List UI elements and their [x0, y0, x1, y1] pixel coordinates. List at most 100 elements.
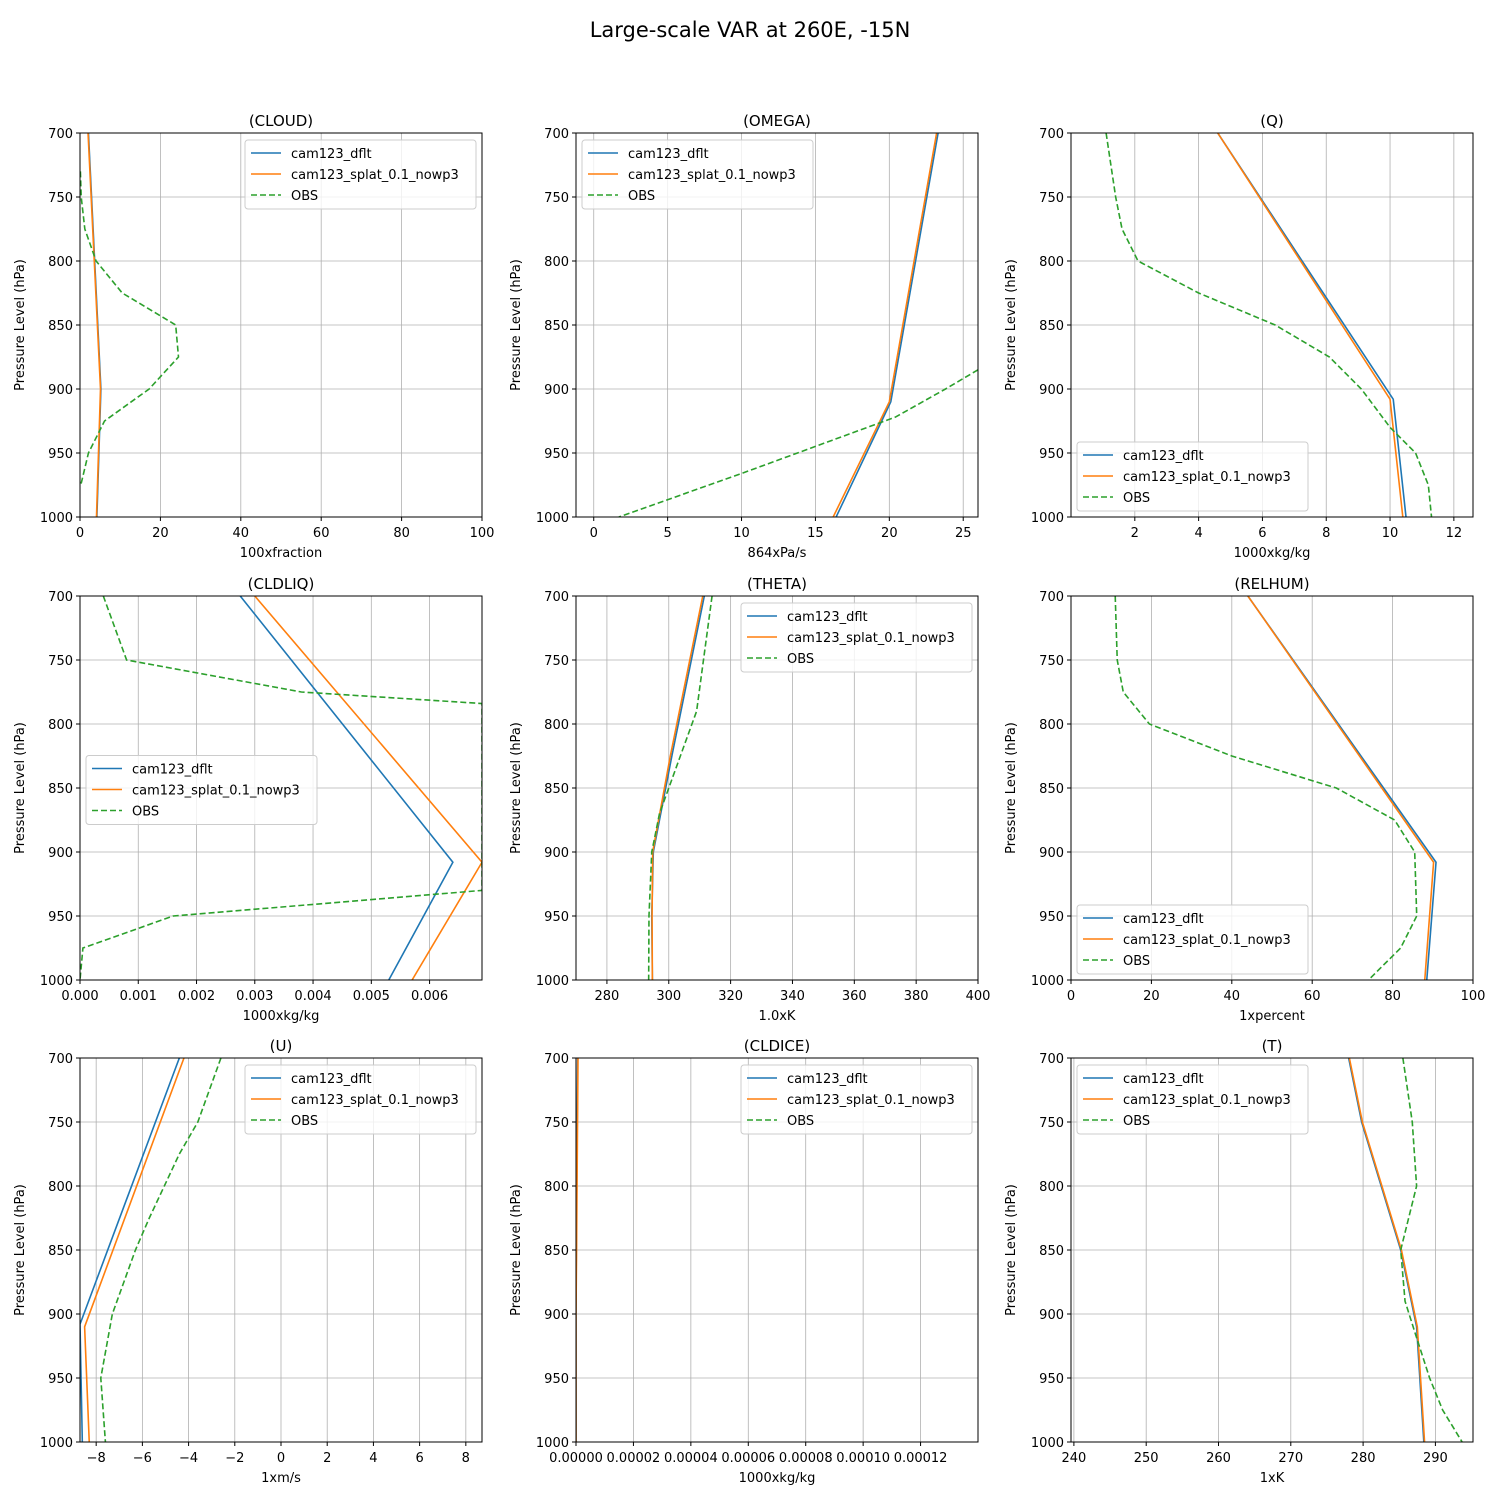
- panel-title: (U): [270, 1037, 293, 1055]
- x-tick-label: 0: [277, 1451, 285, 1466]
- y-tick-label: 750: [48, 1116, 73, 1131]
- panel-title: (CLOUD): [249, 112, 313, 130]
- series-line-OBS: [80, 171, 180, 486]
- panel-title: (CLDICE): [744, 1037, 810, 1055]
- x-tick-label: 400: [966, 989, 991, 1004]
- x-tick-label: 60: [313, 526, 330, 541]
- x-tick-label: 80: [1384, 989, 1401, 1004]
- x-tick-label: 280: [1351, 1451, 1376, 1466]
- x-tick-label: 6: [415, 1451, 423, 1466]
- legend: cam123_dflt cam123_splat_0.1_nowp3 OBS: [1076, 904, 1309, 975]
- legend-label: cam123_splat_0.1_nowp3: [291, 1093, 459, 1108]
- x-tick-label: 100: [1461, 989, 1486, 1004]
- y-tick-label: 1000: [536, 974, 569, 989]
- x-axis-label: 1.0xK: [759, 1009, 796, 1024]
- y-tick-label: 700: [1039, 590, 1064, 605]
- series-group: [80, 596, 482, 980]
- legend-label: OBS: [1123, 491, 1150, 506]
- x-tick-label: 8: [462, 1451, 470, 1466]
- y-tick-label: 750: [1039, 191, 1064, 206]
- panel-title: (THETA): [747, 575, 807, 593]
- y-tick-label: 950: [544, 447, 569, 462]
- series-line-cam123_dflt: [835, 133, 939, 517]
- y-tick-label: 950: [48, 910, 73, 925]
- y-tick-label: 750: [48, 191, 73, 206]
- x-tick-label: 320: [718, 989, 743, 1004]
- legend-label: cam123_splat_0.1_nowp3: [291, 168, 459, 183]
- legend-label: cam123_dflt: [787, 1072, 868, 1087]
- x-tick-label: 340: [780, 989, 805, 1004]
- series-line-cam123_splat_0.1_nowp3: [87, 133, 102, 517]
- legend-box: [1076, 904, 1309, 975]
- legend-box: [581, 139, 814, 210]
- y-tick-label: 850: [1039, 1244, 1064, 1259]
- y-tick-label: 700: [48, 127, 73, 142]
- x-tick-label: 2: [323, 1451, 331, 1466]
- y-tick-label: 900: [1039, 1308, 1064, 1323]
- y-tick-label: 900: [1039, 846, 1064, 861]
- series-line-OBS: [80, 596, 482, 980]
- legend-label: OBS: [787, 1114, 814, 1129]
- legend: cam123_dflt cam123_splat_0.1_nowp3 OBS: [581, 139, 814, 210]
- legend-label: cam123_splat_0.1_nowp3: [628, 168, 796, 183]
- series-line-cam123_splat_0.1_nowp3: [832, 133, 938, 517]
- legend-label: cam123_dflt: [1123, 912, 1204, 927]
- panel-relhum: 0 20 40 60 80 100 700 750 800 850 900 950 1000 (RELHU…: [1004, 575, 1485, 1024]
- series-line-OBS: [1114, 596, 1418, 980]
- x-tick-label: 12: [1446, 526, 1463, 541]
- series-group: [80, 1058, 222, 1442]
- y-tick-label: 900: [544, 383, 569, 398]
- series-line-OBS: [1399, 1058, 1463, 1442]
- y-tick-label: 800: [1039, 255, 1064, 270]
- series-line-cam123_splat_0.1_nowp3: [83, 1058, 185, 1442]
- y-tick-label: 800: [1039, 1180, 1064, 1195]
- legend-label: cam123_dflt: [787, 610, 868, 625]
- y-tick-label: 850: [48, 782, 73, 797]
- legend-label: cam123_dflt: [1123, 1072, 1204, 1087]
- y-tick-label: 1000: [40, 974, 73, 989]
- legend: cam123_dflt cam123_splat_0.1_nowp3 OBS: [244, 139, 477, 210]
- legend-label: OBS: [628, 189, 655, 204]
- legend: cam123_dflt cam123_splat_0.1_nowp3 OBS: [1076, 1064, 1309, 1135]
- legend: cam123_dflt cam123_splat_0.1_nowp3 OBS: [740, 1064, 973, 1135]
- x-tick-label: 380: [904, 989, 929, 1004]
- x-tick-label: 0.00000: [549, 1451, 603, 1466]
- x-tick-label: 8: [1322, 526, 1330, 541]
- y-tick-label: 1000: [40, 511, 73, 526]
- y-tick-label: 1000: [1031, 1436, 1064, 1451]
- x-tick-label: 260: [1206, 1451, 1231, 1466]
- x-tick-label: 240: [1061, 1451, 1086, 1466]
- y-tick-label: 850: [544, 319, 569, 334]
- x-tick-label: 0: [76, 526, 84, 541]
- x-tick-label: 0: [590, 526, 598, 541]
- y-tick-label: 700: [544, 590, 569, 605]
- legend-box: [1076, 1064, 1309, 1135]
- x-tick-label: 40: [1224, 989, 1241, 1004]
- y-axis-label: Pressure Level (hPa): [1004, 722, 1019, 854]
- series-line-cam123_splat_0.1_nowp3: [1247, 596, 1435, 980]
- y-tick-label: 900: [48, 383, 73, 398]
- x-tick-label: −4: [179, 1451, 198, 1466]
- x-tick-label: 0.00002: [607, 1451, 661, 1466]
- x-tick-label: 0.00004: [664, 1451, 718, 1466]
- x-tick-label: 0.005: [353, 989, 390, 1004]
- y-tick-label: 750: [48, 654, 73, 669]
- legend-label: cam123_dflt: [291, 1072, 372, 1087]
- y-tick-label: 750: [544, 1116, 569, 1131]
- x-axis-label: 100xfraction: [240, 546, 322, 561]
- y-tick-label: 750: [1039, 1116, 1064, 1131]
- x-tick-label: 250: [1134, 1451, 1159, 1466]
- series-line-cam123_splat_0.1_nowp3: [1217, 133, 1404, 517]
- panel-title: (CLDLIQ): [248, 575, 315, 593]
- x-axis-label: 1xm/s: [261, 1471, 301, 1486]
- legend: cam123_dflt cam123_splat_0.1_nowp3 OBS: [1076, 441, 1309, 512]
- x-axis-label: 1000xkg/kg: [1234, 546, 1311, 561]
- x-tick-label: 0.00012: [894, 1451, 948, 1466]
- x-tick-label: 0.00010: [836, 1451, 890, 1466]
- x-tick-label: 0.00008: [779, 1451, 833, 1466]
- y-tick-label: 800: [544, 718, 569, 733]
- y-axis-label: Pressure Level (hPa): [509, 722, 524, 854]
- x-tick-label: 0.003: [236, 989, 273, 1004]
- panel-cldice: 0.00000 0.00002 0.00004 0.00006 0.00008 0.000…: [509, 1037, 979, 1486]
- x-tick-label: −8: [87, 1451, 106, 1466]
